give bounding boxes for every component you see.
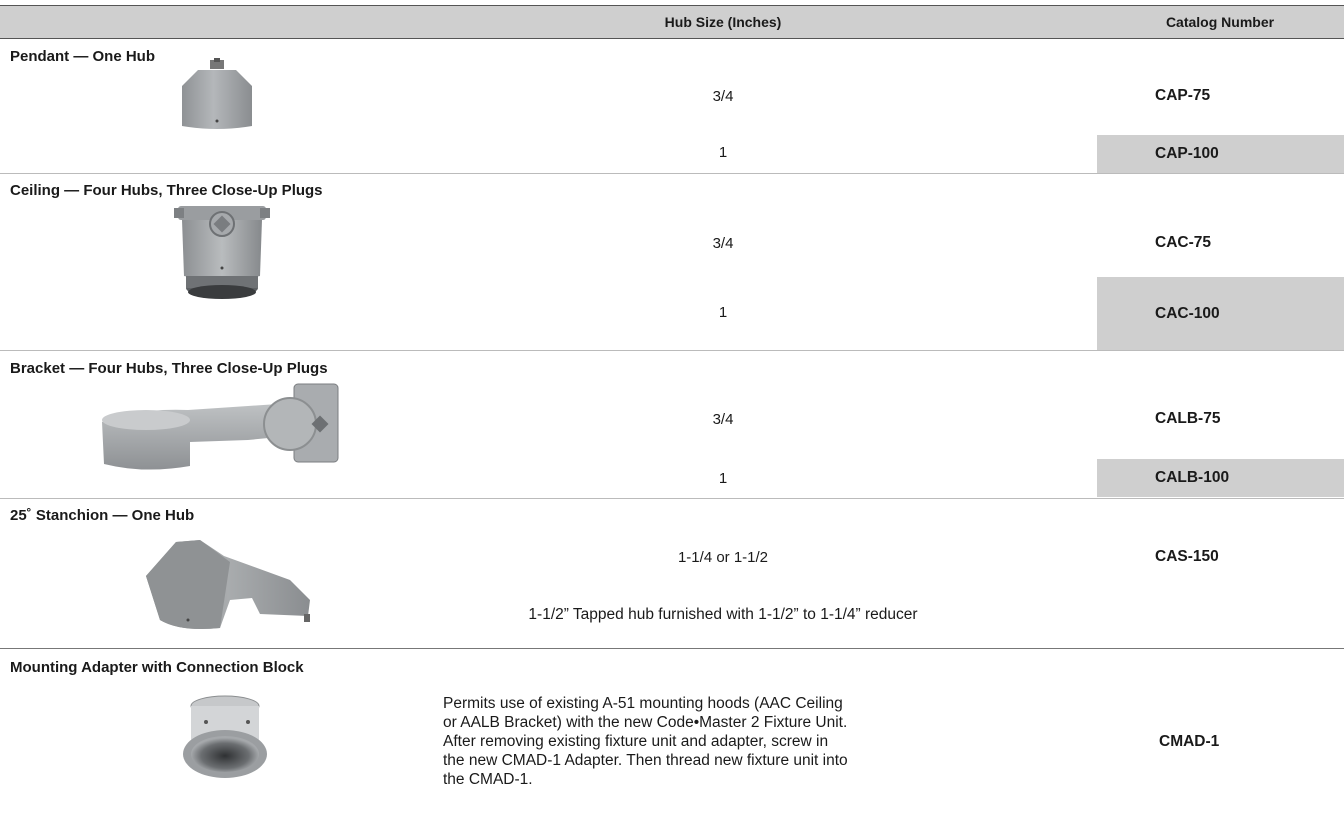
group-title-stanchion: 25˚ Stanchion — One Hub bbox=[10, 507, 195, 524]
catalog-number-text: CALB-75 bbox=[1155, 410, 1221, 427]
group-divider bbox=[0, 498, 1344, 499]
catalog-number-text: CAP-100 bbox=[1155, 145, 1219, 162]
hub-size-cell: 3/4 bbox=[712, 88, 734, 105]
group-divider bbox=[0, 648, 1344, 649]
catalog-number-cell-shaded: CAP-100 bbox=[1097, 135, 1344, 173]
catalog-number-header: Catalog Number bbox=[1165, 14, 1275, 30]
hub-size-header: Hub Size (Inches) bbox=[664, 14, 782, 30]
hub-size-cell: 3/4 bbox=[712, 235, 734, 252]
mounting-adapter-description: Permits use of existing A-51 mounting ho… bbox=[443, 694, 1003, 789]
catalog-number-text: CALB-100 bbox=[1155, 469, 1230, 486]
catalog-number-cell: CMAD-1 bbox=[1097, 723, 1344, 761]
description-line: the new CMAD-1 Adapter. Then thread new … bbox=[443, 752, 848, 769]
catalog-number-cell-shaded: CALB-100 bbox=[1097, 459, 1344, 497]
hub-size-cell: 1 bbox=[718, 470, 728, 487]
group-title-ceiling: Ceiling — Four Hubs, Three Close-Up Plug… bbox=[10, 182, 323, 199]
hub-size-cell: 3/4 bbox=[712, 411, 734, 428]
stanchion-hood-image bbox=[146, 540, 310, 629]
catalog-number-cell: CAS-150 bbox=[1097, 538, 1344, 576]
bracket-hood-image bbox=[102, 383, 339, 470]
hub-size-cell: 1 bbox=[718, 304, 728, 321]
description-line: After removing existing fixture unit and… bbox=[443, 733, 829, 750]
hub-note: 1-1/2” Tapped hub furnished with 1-1/2” … bbox=[528, 606, 918, 623]
catalog-number-text: CAC-100 bbox=[1155, 305, 1220, 322]
catalog-number-cell: CAP-75 bbox=[1097, 77, 1344, 115]
description-line: Permits use of existing A-51 mounting ho… bbox=[443, 695, 843, 712]
description-line: or AALB Bracket) with the new Code•Maste… bbox=[443, 714, 848, 731]
group-divider bbox=[0, 350, 1344, 351]
ceiling-hood-image bbox=[174, 206, 270, 299]
group-title-mounting-adapter: Mounting Adapter with Connection Block bbox=[10, 659, 304, 676]
table-header: Hub Size (Inches) Catalog Number bbox=[0, 5, 1344, 39]
hub-size-cell: 1-1/4 or 1-1/2 bbox=[677, 549, 769, 566]
catalog-number-cell: CAC-75 bbox=[1097, 224, 1344, 262]
catalog-number-cell: CALB-75 bbox=[1097, 400, 1344, 438]
hub-size-cell: 1 bbox=[718, 144, 728, 161]
catalog-number-text: CMAD-1 bbox=[1159, 733, 1220, 750]
pendant-hood-image bbox=[182, 58, 252, 129]
catalog-number-text: CAC-75 bbox=[1155, 234, 1211, 251]
mounting-adapter-image bbox=[183, 695, 267, 778]
description-line: the CMAD-1. bbox=[443, 771, 533, 788]
group-title-pendant: Pendant — One Hub bbox=[10, 48, 156, 65]
catalog-number-text: CAP-75 bbox=[1155, 87, 1211, 104]
catalog-number-text: CAS-150 bbox=[1155, 548, 1219, 565]
group-title-bracket: Bracket — Four Hubs, Three Close-Up Plug… bbox=[10, 360, 328, 377]
group-divider bbox=[0, 173, 1344, 174]
catalog-number-cell-shaded: CAC-100 bbox=[1097, 277, 1344, 350]
